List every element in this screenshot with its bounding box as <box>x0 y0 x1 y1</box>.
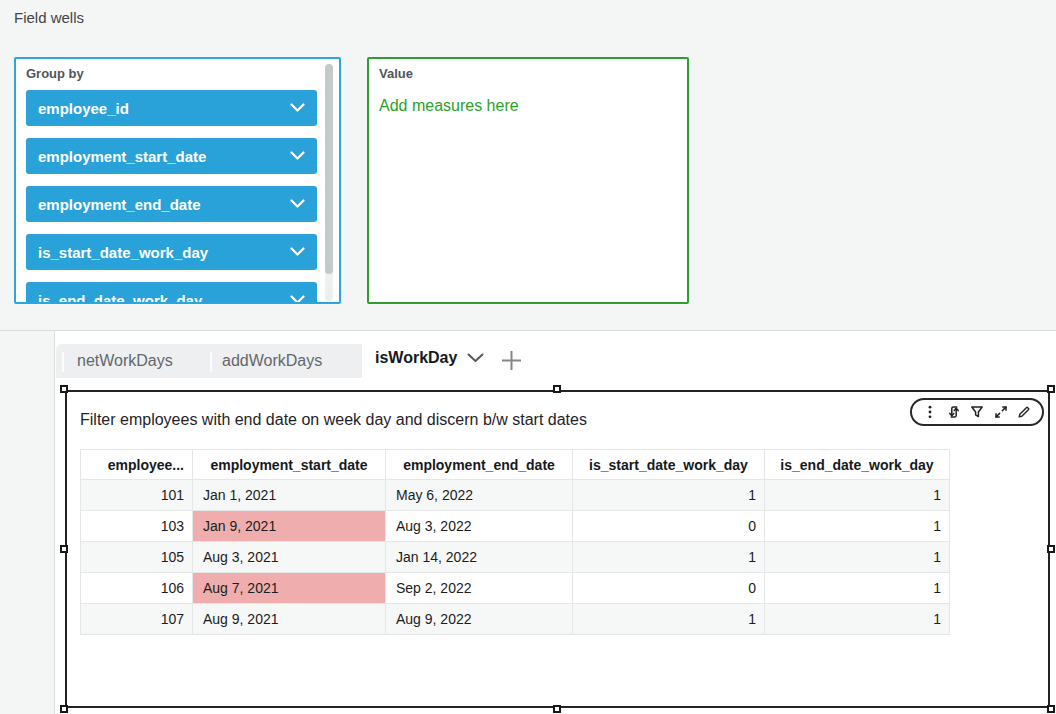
plus-icon <box>500 349 523 376</box>
tab-addworkdays[interactable]: addWorkDays <box>222 344 322 378</box>
table-cell[interactable]: Jan 14, 2022 <box>386 542 573 573</box>
tab-label: isWorkDay <box>375 349 457 367</box>
resize-handle-bottom-right[interactable] <box>1047 705 1055 713</box>
table-cell[interactable]: Aug 9, 2022 <box>386 604 573 635</box>
visual-title[interactable]: Filter employees with end date on week d… <box>80 411 587 429</box>
table-cell[interactable]: Jan 9, 2021 <box>193 511 386 542</box>
field-pill-employment_end_date[interactable]: employment_end_date <box>26 186 317 222</box>
column-header-1[interactable]: employment_start_date <box>193 450 386 480</box>
table-cell[interactable]: 1 <box>573 542 765 573</box>
chevron-down-icon[interactable] <box>290 151 305 161</box>
table-cell[interactable]: May 6, 2022 <box>386 480 573 511</box>
column-header-2[interactable]: employment_end_date <box>386 450 573 480</box>
table-cell[interactable]: Aug 3, 2021 <box>193 542 386 573</box>
field-pill-is_start_date_work_day[interactable]: is_start_date_work_day <box>26 234 317 270</box>
table-cell[interactable]: 105 <box>81 542 193 573</box>
quicksight-analysis-view: Field wells Group by employee_id employme… <box>0 0 1056 714</box>
edit-icon[interactable] <box>1016 404 1032 420</box>
chevron-down-icon[interactable] <box>290 295 305 304</box>
field-pill-is_end_date_work_day[interactable]: is_end_date_work_day <box>26 282 317 304</box>
table-row: 106Aug 7, 2021Sep 2, 202201 <box>81 573 950 604</box>
add-measures-hint: Add measures here <box>379 97 519 115</box>
tab-networkdays[interactable]: netWorkDays <box>77 344 173 378</box>
table-row: 107Aug 9, 2021Aug 9, 202211 <box>81 604 950 635</box>
tab-separator <box>210 352 212 372</box>
table-header: employee...employment_start_dateemployme… <box>81 450 950 480</box>
group-by-pills: employee_id employment_start_date employme… <box>26 90 317 304</box>
table-cell[interactable]: 1 <box>573 604 765 635</box>
table-cell[interactable]: 1 <box>765 480 950 511</box>
tab-label: netWorkDays <box>77 352 173 370</box>
filter-icon[interactable] <box>969 404 985 420</box>
resize-handle-top-left[interactable] <box>60 385 68 393</box>
field-pill-label: employment_start_date <box>38 148 206 165</box>
field-pill-label: employee_id <box>38 100 129 117</box>
resize-handle-bottom-left[interactable] <box>60 705 68 713</box>
add-sheet-button[interactable] <box>498 349 524 375</box>
resize-handle-bottom-center[interactable] <box>553 705 561 713</box>
column-header-3[interactable]: is_start_date_work_day <box>573 450 765 480</box>
chevron-down-icon[interactable] <box>467 349 484 367</box>
field-pill-label: is_end_date_work_day <box>38 292 202 305</box>
menu-icon[interactable] <box>922 404 938 420</box>
table-row: 101Jan 1, 2021May 6, 202211 <box>81 480 950 511</box>
table-cell[interactable]: 1 <box>765 542 950 573</box>
visual-toolbar <box>910 398 1044 426</box>
sheet-left-gutter <box>0 331 55 714</box>
table-cell[interactable]: 1 <box>765 604 950 635</box>
tab-label: addWorkDays <box>222 352 322 370</box>
maximize-icon[interactable] <box>993 404 1009 420</box>
field-wells-title: Field wells <box>14 9 84 26</box>
chevron-down-icon[interactable] <box>290 103 305 113</box>
resize-handle-middle-left[interactable] <box>60 545 68 553</box>
table-cell[interactable]: Sep 2, 2022 <box>386 573 573 604</box>
group-by-well[interactable]: Group by employee_id employment_start_dat… <box>14 57 341 304</box>
column-header-0[interactable]: employee... <box>81 450 193 480</box>
resize-handle-top-center[interactable] <box>553 385 561 393</box>
group-by-label: Group by <box>26 66 84 81</box>
table-cell[interactable]: Aug 9, 2021 <box>193 604 386 635</box>
resize-handle-middle-right[interactable] <box>1047 545 1055 553</box>
table-cell[interactable]: 107 <box>81 604 193 635</box>
column-header-4[interactable]: is_end_date_work_day <box>765 450 950 480</box>
chevron-down-icon[interactable] <box>290 247 305 257</box>
table-cell[interactable]: 0 <box>573 573 765 604</box>
table-cell[interactable]: 1 <box>573 480 765 511</box>
table-cell[interactable]: Aug 7, 2021 <box>193 573 386 604</box>
resize-handle-top-right[interactable] <box>1047 385 1055 393</box>
value-label: Value <box>379 66 413 81</box>
field-wells-section: Field wells Group by employee_id employme… <box>0 0 1056 331</box>
tab-isworkday[interactable]: isWorkDay <box>375 337 484 378</box>
field-pill-employment_start_date[interactable]: employment_start_date <box>26 138 317 174</box>
table-cell[interactable]: 1 <box>765 573 950 604</box>
scrollbar-thumb[interactable] <box>325 64 333 274</box>
table-cell[interactable]: 103 <box>81 511 193 542</box>
value-well[interactable]: Value Add measures here <box>367 57 689 304</box>
field-pill-employee_id[interactable]: employee_id <box>26 90 317 126</box>
visual-container[interactable]: Filter employees with end date on week d… <box>65 390 1050 708</box>
data-table: employee...employment_start_dateemployme… <box>80 449 950 635</box>
tab-separator <box>62 352 64 372</box>
table-cell[interactable]: 0 <box>573 511 765 542</box>
group-by-scrollbar[interactable] <box>325 64 333 301</box>
field-pill-label: is_start_date_work_day <box>38 244 208 261</box>
table-cell[interactable]: 106 <box>81 573 193 604</box>
table-cell[interactable]: 1 <box>765 511 950 542</box>
table-cell[interactable]: Jan 1, 2021 <box>193 480 386 511</box>
table-cell[interactable]: 101 <box>81 480 193 511</box>
chevron-down-icon[interactable] <box>290 199 305 209</box>
table-row: 103Jan 9, 2021Aug 3, 202201 <box>81 511 950 542</box>
sort-icon[interactable] <box>946 404 962 420</box>
table-cell[interactable]: Aug 3, 2022 <box>386 511 573 542</box>
table-row: 105Aug 3, 2021Jan 14, 202211 <box>81 542 950 573</box>
field-pill-label: employment_end_date <box>38 196 201 213</box>
